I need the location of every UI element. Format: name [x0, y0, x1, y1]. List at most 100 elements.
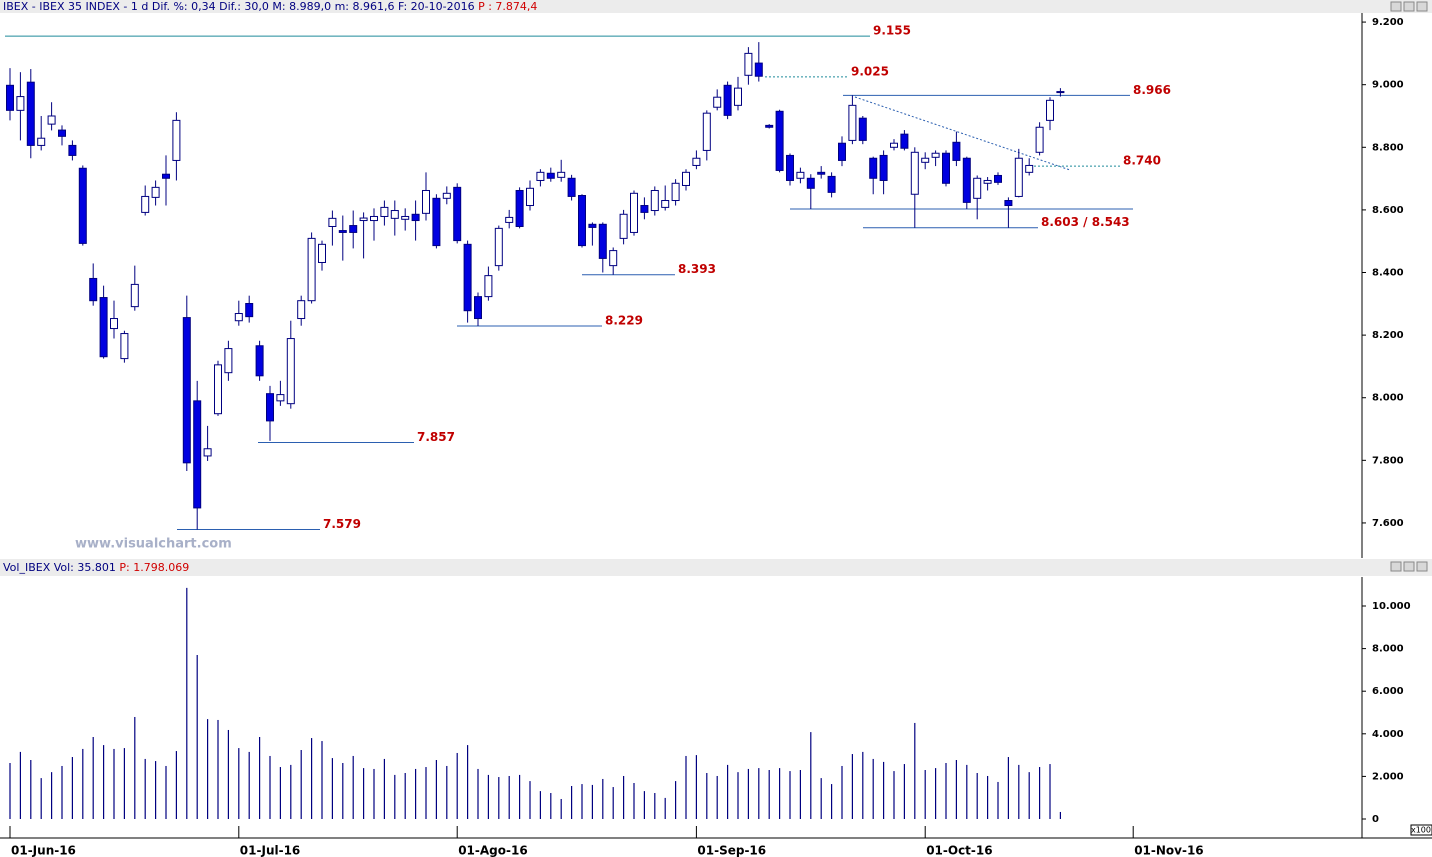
y-tick-label: 9.200 — [1372, 17, 1404, 28]
candle-body — [463, 243, 472, 312]
candle-body — [671, 182, 680, 202]
volume-header: Vol_IBEX Vol: 35.801 P: 1.798.069 — [3, 561, 189, 574]
candle-body — [255, 345, 264, 377]
y-tick-label: 7.600 — [1372, 518, 1404, 529]
candle-body — [494, 227, 503, 267]
level-label: 7.857 — [417, 430, 455, 444]
button[interactable] — [1416, 1, 1428, 12]
button[interactable] — [1390, 1, 1402, 12]
candle-body — [245, 302, 254, 318]
watermark: www.visualchart.com — [75, 537, 232, 552]
candle-body — [640, 205, 649, 213]
candle-body — [619, 213, 628, 239]
candle-body — [734, 87, 742, 106]
candle-body — [900, 133, 909, 149]
candle-body — [661, 200, 670, 208]
candle-body — [848, 104, 857, 141]
candle-body — [650, 189, 659, 212]
candle-body — [515, 189, 524, 227]
candle-body — [193, 400, 202, 509]
candle-body — [1004, 200, 1013, 207]
candle-body — [890, 142, 898, 148]
candle-body — [162, 173, 170, 179]
candle-body — [817, 171, 826, 175]
candle-body — [838, 142, 846, 161]
candle-body — [1056, 91, 1065, 94]
x-tick-label: 01-Nov-16 — [1134, 844, 1203, 857]
candle-body — [78, 167, 87, 244]
candle-body — [89, 277, 98, 302]
unit-label: x100 — [1411, 826, 1431, 835]
candle-body — [26, 81, 35, 146]
candle-body — [442, 192, 451, 199]
candle-body — [172, 119, 181, 161]
candle-body — [297, 300, 306, 320]
candle-body — [16, 96, 25, 111]
candle-body — [141, 195, 150, 213]
button[interactable] — [1403, 561, 1415, 572]
x-tick-label: 01-Sep-16 — [697, 844, 766, 857]
y-tick-label: 8.200 — [1372, 330, 1404, 341]
candle-body — [401, 215, 410, 220]
y-tick-label: 10.000 — [1372, 601, 1411, 612]
candle-body — [58, 129, 66, 137]
x-tick-label: 01-Oct-16 — [926, 844, 992, 857]
candle-body — [931, 152, 940, 158]
candle-body — [557, 171, 566, 178]
button[interactable] — [1390, 561, 1402, 572]
candle-body — [796, 171, 805, 179]
candle-body — [286, 338, 295, 405]
candle-body — [879, 154, 888, 181]
y-tick-label: 8.800 — [1372, 142, 1404, 153]
candle-body — [453, 186, 462, 242]
y-tick-label: 8.000 — [1372, 393, 1404, 404]
candle-body — [120, 333, 129, 360]
x-tick-label: 01-Jul-16 — [240, 844, 300, 857]
y-tick-label: 8.400 — [1372, 268, 1404, 279]
candle-body — [99, 297, 108, 358]
candle-body — [182, 317, 191, 464]
y-tick-label: 6.000 — [1372, 686, 1404, 697]
button[interactable] — [1416, 561, 1428, 572]
candle-body — [474, 296, 482, 320]
candle-body — [806, 177, 815, 189]
level-label: 8.603 / 8.543 — [1041, 215, 1130, 229]
candle-body — [1025, 164, 1034, 173]
button[interactable] — [1403, 1, 1415, 12]
level-label: 9.025 — [851, 64, 889, 78]
candle-body — [224, 348, 233, 374]
level-label: 7.579 — [323, 517, 361, 531]
y-tick-label: 8.600 — [1372, 205, 1404, 216]
level-label: 9.155 — [873, 24, 911, 38]
candle-body — [130, 283, 139, 308]
candle-body — [630, 192, 638, 233]
candle-body — [110, 318, 118, 330]
price-header: IBEX - IBEX 35 INDEX - 1 d Dif. %: 0,34 … — [3, 0, 537, 13]
y-tick-label: 9.000 — [1372, 80, 1404, 91]
candle-body — [318, 243, 326, 263]
candle-body — [1014, 157, 1023, 197]
candle-body — [765, 124, 774, 128]
candle-body — [37, 137, 46, 146]
candle-body — [234, 313, 243, 322]
window-buttons[interactable] — [1390, 1, 1428, 572]
y-tick-label: 2.000 — [1372, 771, 1404, 782]
candle-body — [546, 172, 555, 179]
candle-body — [775, 110, 784, 171]
y-tick-label: 8.000 — [1372, 644, 1404, 655]
candle-body — [338, 230, 347, 233]
candle-body — [723, 84, 732, 116]
candle-body — [1046, 99, 1054, 121]
candle-body — [702, 112, 711, 151]
candle-body — [994, 174, 1002, 183]
candle-body — [68, 144, 77, 156]
candle-body — [536, 171, 545, 181]
price-header-bar — [0, 0, 1432, 13]
candle-body — [921, 157, 930, 163]
header-text: Vol_IBEX Vol: 35.801 — [3, 561, 116, 574]
x-tick-label: 01-Jun-16 — [11, 844, 76, 857]
candle-body — [370, 215, 378, 222]
candle-body — [390, 210, 399, 219]
candle-body — [786, 154, 794, 181]
